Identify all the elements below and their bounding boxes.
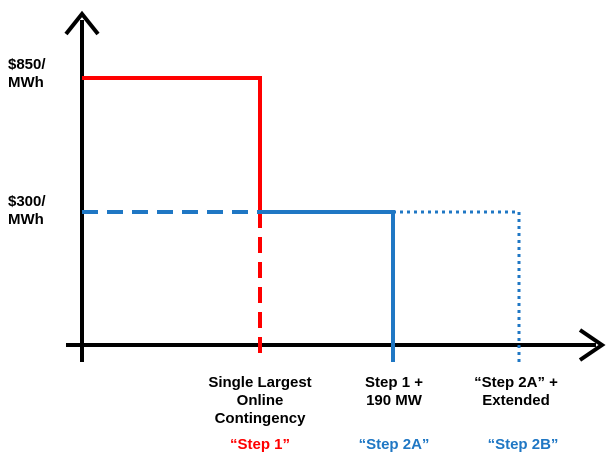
series-line-5 [393, 210, 521, 362]
y-tick-label-300: $300/ MWh [8, 193, 46, 228]
x-tick-label-step2b: “Step 2A” + Extended [474, 374, 558, 409]
step-label-step2a: “Step 2A” [358, 436, 430, 453]
series-layer [82, 76, 521, 362]
series-line-1 [82, 76, 262, 212]
y-tick-label-850: $850/ MWh [8, 56, 46, 91]
x-axis-arrowhead [578, 328, 606, 362]
y-axis-arrowhead [64, 10, 100, 36]
axes [64, 10, 606, 362]
step-label-step2b: “Step 2B” [487, 436, 559, 453]
step-label-step1: “Step 1” [229, 436, 290, 453]
x-tick-label-step2a: Step 1 + 190 MW [365, 374, 423, 409]
x-tick-label-step1: Single Largest Online Contingency [208, 374, 312, 427]
series-line-4 [260, 210, 395, 362]
